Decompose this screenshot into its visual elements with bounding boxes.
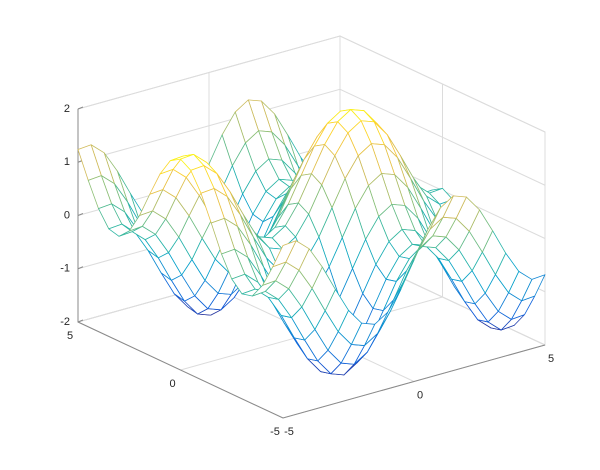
z-tick-label: 0 xyxy=(64,209,70,221)
z-tick xyxy=(77,213,84,216)
mesh-cell xyxy=(272,240,297,268)
z-tick-label: -2 xyxy=(60,316,70,328)
z-tick xyxy=(77,106,84,110)
y-tick-label: -5 xyxy=(270,426,280,438)
z-tick xyxy=(77,319,84,323)
y-tick-label: 5 xyxy=(67,330,73,342)
z-tick-label: -1 xyxy=(60,263,70,275)
axis-line xyxy=(77,109,546,419)
z-tick-label: 2 xyxy=(64,103,70,115)
z-tick-label: 1 xyxy=(64,156,70,168)
y-tick-label: 0 xyxy=(169,378,175,390)
x-tick-label: -5 xyxy=(284,426,294,438)
grid-line xyxy=(77,35,546,133)
x-tick-label: 0 xyxy=(417,389,423,401)
grid-line xyxy=(77,88,546,186)
x-tick-label: 5 xyxy=(548,353,554,365)
z-tick xyxy=(77,266,84,270)
